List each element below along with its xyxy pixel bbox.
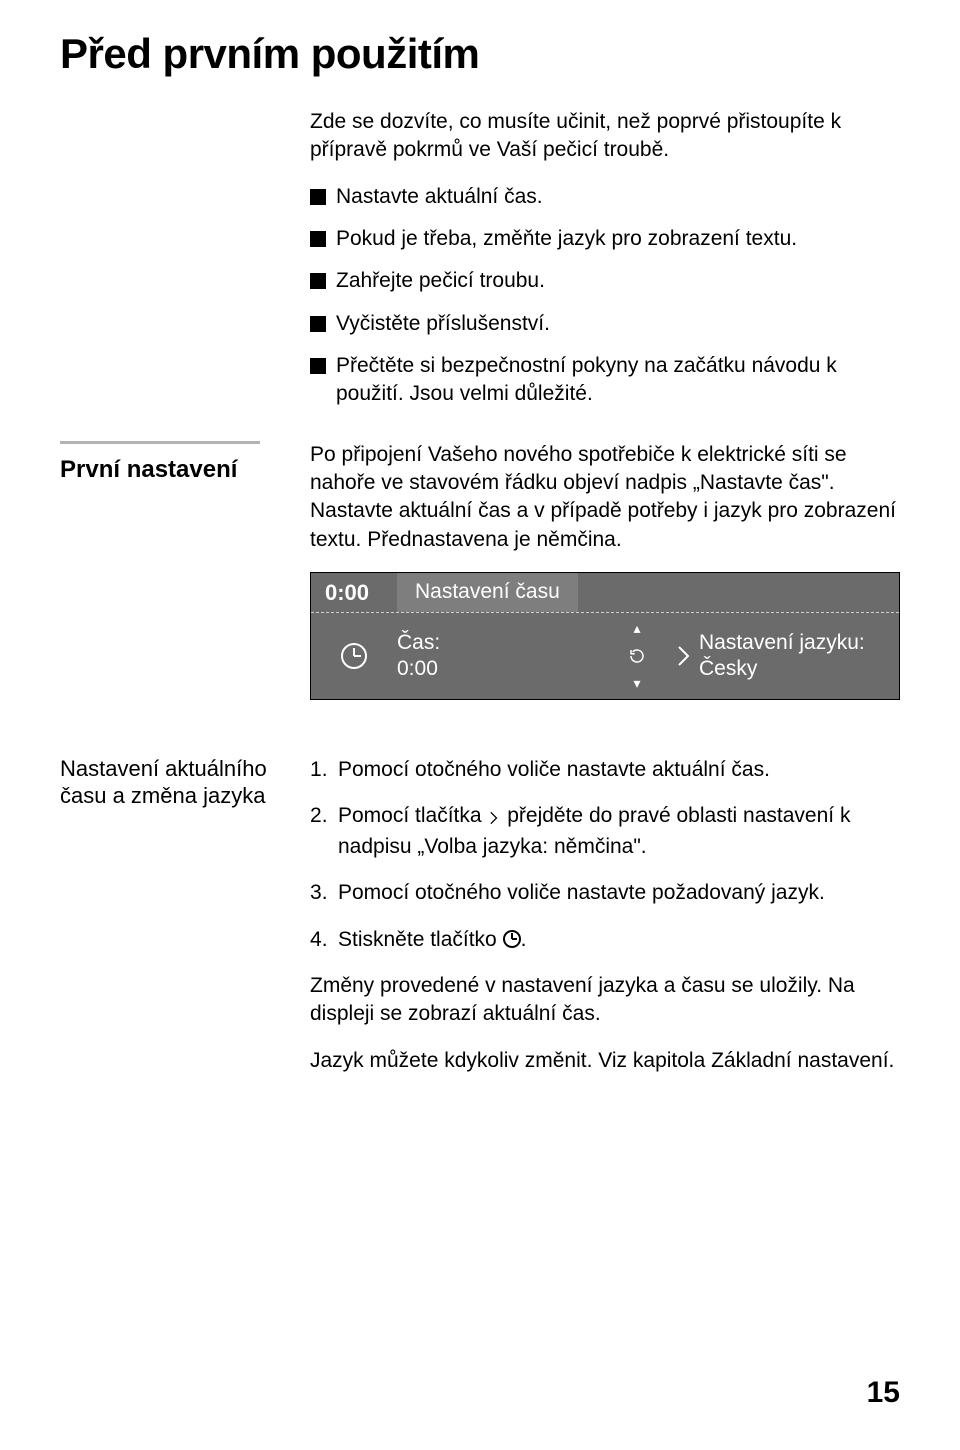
bullet-item: Přečtěte si bezpečnostní pokyny na začát… <box>310 352 900 409</box>
after-text-2: Jazyk můžete kdykoliv změnit. Viz kapito… <box>310 1047 900 1075</box>
step-text: . <box>521 928 527 951</box>
step-item: Stiskněte tlačítko . <box>310 926 900 954</box>
display-header-label: Nastavení času <box>397 573 578 612</box>
page-title: Před prvním použitím <box>60 30 900 78</box>
step-item: Pomocí tlačítka přejděte do pravé oblast… <box>310 802 900 861</box>
side-heading-first-setup: První nastavení <box>60 456 290 485</box>
bullet-item: Pokud je třeba, změňte jazyk pro zobraze… <box>310 225 900 253</box>
display-lang-value: Česky <box>699 656 899 682</box>
display-time-label: Čas: <box>397 630 597 656</box>
down-arrow-icon: ▾ <box>633 674 640 693</box>
step-text: Stiskněte tlačítko <box>338 928 503 951</box>
after-text-1: Změny provedené v nastavení jazyka a čas… <box>310 972 900 1029</box>
bullet-list: Nastavte aktuální čas. Pokud je třeba, z… <box>310 183 900 409</box>
bullet-item: Vyčistěte příslušenství. <box>310 310 900 338</box>
up-arrow-icon: ▴ <box>633 619 640 638</box>
clock-icon <box>341 643 367 669</box>
section-divider <box>60 441 260 444</box>
oven-display: 0:00 Nastavení času Čas: 0:00 ▴ <box>310 572 900 700</box>
step-text: Pomocí tlačítka <box>338 804 487 827</box>
display-lang-label: Nastavení jazyku: <box>699 630 899 656</box>
clock-icon <box>503 930 521 948</box>
chevron-right-icon <box>677 645 691 667</box>
side-heading-set-time-lang: Nastavení aktuálního času a změna jazyka <box>60 756 290 809</box>
step-item: Pomocí otočného voliče nastavte aktuální… <box>310 756 900 784</box>
display-header-time: 0:00 <box>311 578 397 608</box>
intro-text: Zde se dozvíte, co musíte učinit, než po… <box>310 108 900 165</box>
bullet-item: Zahřejte pečicí troubu. <box>310 267 900 295</box>
page-number: 15 <box>867 1376 900 1410</box>
bullet-item: Nastavte aktuální čas. <box>310 183 900 211</box>
chevron-right-icon <box>487 804 501 832</box>
steps-list: Pomocí otočného voliče nastavte aktuální… <box>310 756 900 954</box>
refresh-icon <box>628 647 646 665</box>
step-item: Pomocí otočného voliče nastavte požadova… <box>310 879 900 907</box>
first-setup-paragraph: Po připojení Vašeho nového spotřebiče k … <box>310 441 900 554</box>
display-time-value: 0:00 <box>397 656 597 682</box>
